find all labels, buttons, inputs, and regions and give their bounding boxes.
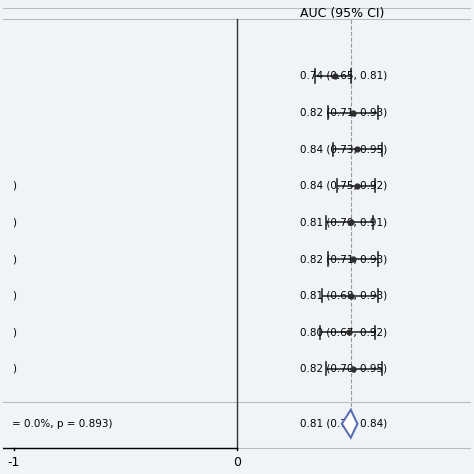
Text: 0.84 (0.73, 0.95): 0.84 (0.73, 0.95) bbox=[300, 144, 387, 154]
Text: 0.82 (0.71, 0.93): 0.82 (0.71, 0.93) bbox=[300, 254, 387, 264]
Text: 0.82 (0.71, 0.93): 0.82 (0.71, 0.93) bbox=[300, 108, 387, 118]
Text: ): ) bbox=[12, 218, 16, 228]
Text: -1: -1 bbox=[8, 456, 20, 469]
Text: 0.82 (0.70, 0.95): 0.82 (0.70, 0.95) bbox=[300, 364, 387, 374]
Text: 0: 0 bbox=[233, 456, 241, 469]
Text: 0.81 (0.77, 0.84): 0.81 (0.77, 0.84) bbox=[300, 419, 387, 429]
Text: 0.81 (0.68, 0.93): 0.81 (0.68, 0.93) bbox=[300, 291, 387, 301]
Text: 0.81 (0.70, 0.91): 0.81 (0.70, 0.91) bbox=[300, 218, 387, 228]
Text: ): ) bbox=[12, 181, 16, 191]
Text: ): ) bbox=[12, 327, 16, 337]
Text: = 0.0%, p = 0.893): = 0.0%, p = 0.893) bbox=[12, 419, 113, 429]
Text: 0.84 (0.75, 0.92): 0.84 (0.75, 0.92) bbox=[300, 181, 387, 191]
Text: ): ) bbox=[12, 291, 16, 301]
Text: 0.74 (0.65, 0.81): 0.74 (0.65, 0.81) bbox=[300, 71, 387, 81]
Text: AUC (95% CI): AUC (95% CI) bbox=[300, 7, 384, 20]
Polygon shape bbox=[342, 410, 357, 438]
Text: ): ) bbox=[12, 364, 16, 374]
Text: 0.80 (0.67, 0.92): 0.80 (0.67, 0.92) bbox=[300, 327, 387, 337]
Text: ): ) bbox=[12, 254, 16, 264]
